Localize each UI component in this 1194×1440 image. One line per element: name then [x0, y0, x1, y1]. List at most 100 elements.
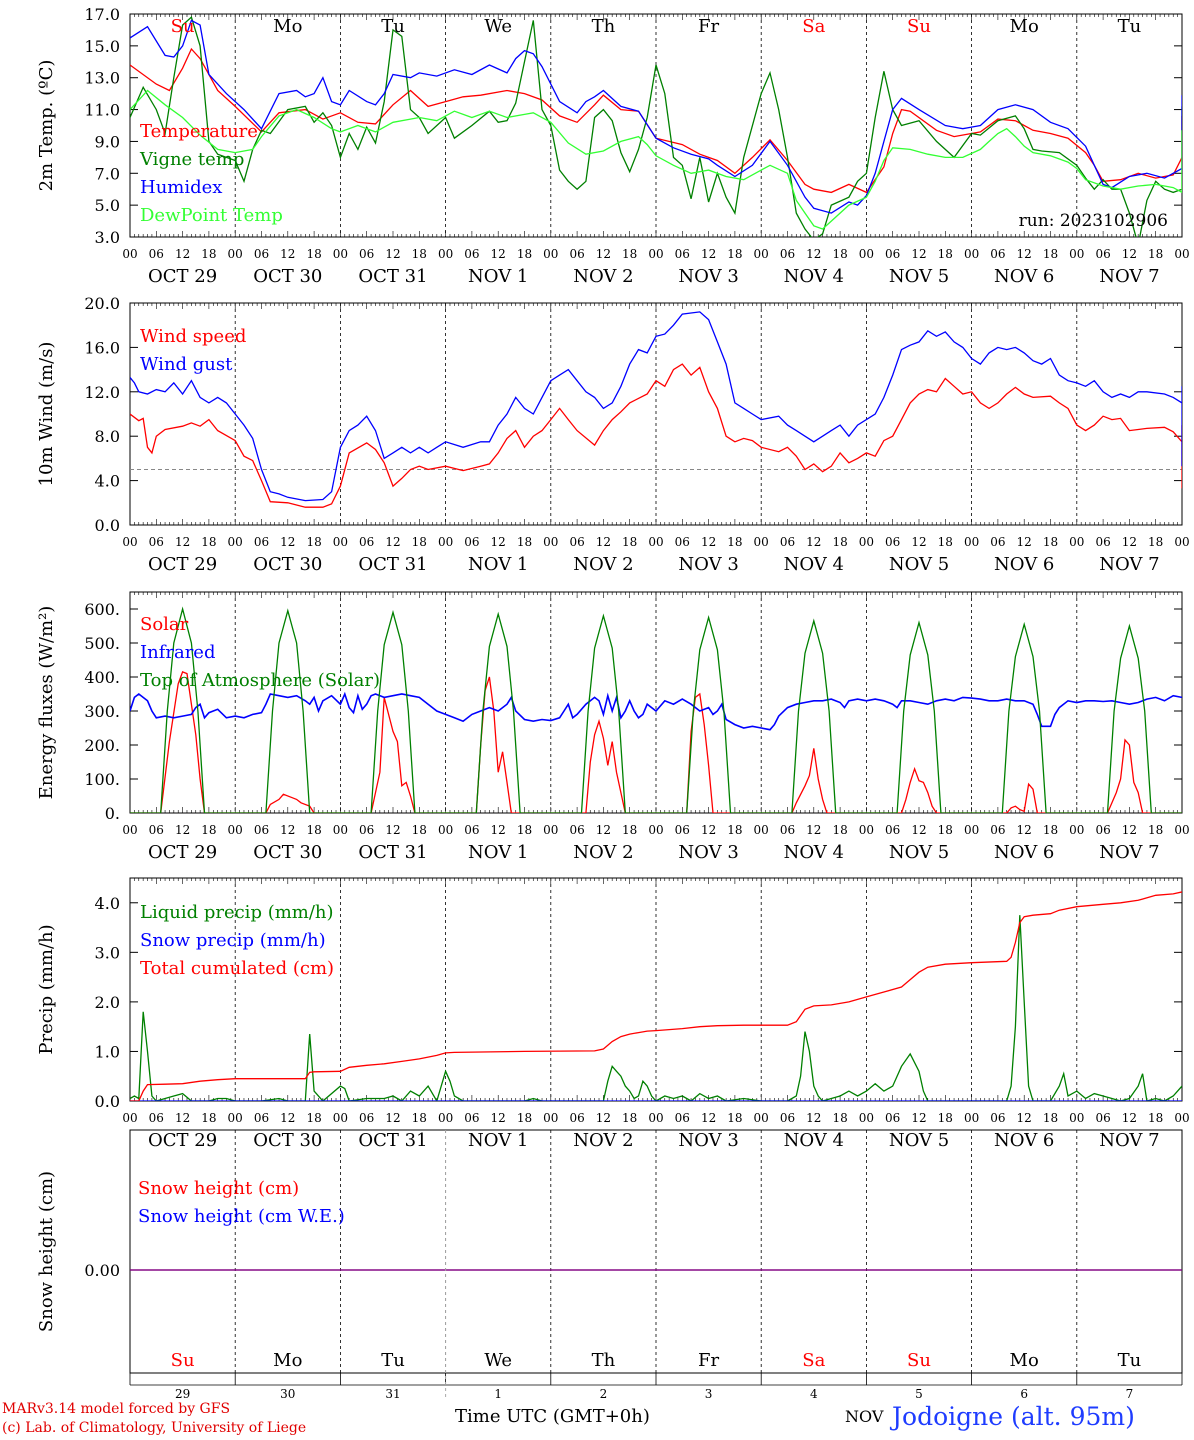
y-tick-label: 4.0: [95, 894, 120, 913]
y-tick-label: 4.0: [95, 472, 120, 491]
hour-tick-label: 12: [911, 823, 926, 837]
day-name: Sa: [802, 1350, 825, 1371]
hour-tick-label: 12: [806, 535, 821, 549]
hour-tick-label: 00: [964, 535, 979, 549]
hour-tick-label: 00: [438, 823, 453, 837]
hour-tick-label: 12: [911, 247, 926, 261]
hour-tick-label: 18: [938, 1111, 953, 1125]
date-label: OCT 30: [253, 1130, 322, 1151]
hour-tick-label: 18: [517, 535, 532, 549]
hour-tick-label: 00: [859, 247, 874, 261]
hour-tick-label: 12: [491, 535, 506, 549]
hour-tick-label: 12: [701, 1111, 716, 1125]
hour-tick-label: 12: [175, 535, 190, 549]
hour-tick-label: 12: [280, 1111, 295, 1125]
y-tick-label: 600.: [84, 600, 120, 619]
hour-tick-label: 06: [885, 247, 900, 261]
legend-entry: Liquid precip (mm/h): [140, 902, 334, 923]
hour-tick-label: 06: [254, 535, 269, 549]
hour-tick-label: 00: [1174, 247, 1189, 261]
day-number: 6: [1020, 1387, 1028, 1401]
y-axis-label: 10m Wind (m/s): [36, 342, 57, 487]
hour-tick-label: 12: [596, 535, 611, 549]
hour-tick-label: 18: [201, 535, 216, 549]
hour-tick-label: 06: [359, 247, 374, 261]
y-tick-label: 1.0: [95, 1042, 120, 1061]
day-name: Su: [907, 16, 931, 37]
hour-tick-label: 18: [517, 823, 532, 837]
hour-tick-label: 18: [938, 823, 953, 837]
footer-credits: MARv3.14 model forced by GFS (c) Lab. of…: [2, 1400, 306, 1438]
y-tick-label: 0.: [105, 804, 120, 823]
hour-tick-label: 06: [464, 247, 479, 261]
hour-tick-label: 18: [622, 823, 637, 837]
hour-tick-label: 12: [1017, 1111, 1032, 1125]
day-name: Fr: [698, 1350, 719, 1371]
hour-tick-label: 18: [1043, 1111, 1058, 1125]
hour-tick-label: 12: [1017, 535, 1032, 549]
day-number: 29: [175, 1387, 190, 1401]
month-label: NOV: [845, 1407, 884, 1426]
series-line-wind-speed: [130, 363, 1182, 508]
y-tick-label: 7.0: [95, 164, 120, 183]
hour-tick-label: 00: [648, 247, 663, 261]
day-name: Th: [592, 16, 616, 37]
hour-tick-label: 06: [149, 247, 164, 261]
hour-tick-label: 18: [201, 823, 216, 837]
legend-entry: Vigne temp: [139, 149, 244, 170]
legend-entry: DewPoint Temp: [140, 205, 283, 226]
lab-credit: (c) Lab. of Climatology, University of L…: [2, 1420, 307, 1436]
date-label: NOV 7: [1099, 266, 1159, 287]
hour-tick-label: 06: [675, 823, 690, 837]
hour-tick-label: 12: [806, 823, 821, 837]
hour-tick-label: 12: [1122, 535, 1137, 549]
date-label: NOV 4: [784, 554, 844, 575]
series-line-wind-gust: [130, 311, 1182, 502]
hour-tick-label: 18: [1148, 535, 1163, 549]
hour-tick-label: 12: [806, 247, 821, 261]
date-label: NOV 6: [994, 266, 1054, 287]
hour-tick-label: 18: [1043, 823, 1058, 837]
day-name: Tu: [381, 1350, 405, 1371]
day-number: 1: [494, 1387, 502, 1401]
hour-tick-label: 00: [1174, 823, 1189, 837]
hour-tick-label: 00: [648, 535, 663, 549]
series-line-liquid-precip-mm-h-: [130, 915, 1182, 1101]
hour-tick-label: 18: [832, 1111, 847, 1125]
hour-tick-label: 12: [1122, 247, 1137, 261]
hour-tick-label: 00: [859, 1111, 874, 1125]
hour-tick-label: 18: [832, 823, 847, 837]
hour-tick-label: 12: [491, 1111, 506, 1125]
date-label: NOV 6: [994, 1130, 1054, 1151]
date-label: OCT 31: [358, 1130, 427, 1151]
hour-tick-label: 18: [832, 535, 847, 549]
hour-tick-label: 12: [280, 535, 295, 549]
y-tick-label: 400.: [84, 668, 120, 687]
hour-tick-label: 06: [675, 535, 690, 549]
hour-tick-label: 06: [1095, 247, 1110, 261]
y-tick-label: 16.0: [84, 338, 120, 357]
day-number: 7: [1126, 1387, 1134, 1401]
y-tick-label: 15.0: [84, 37, 120, 56]
hour-tick-label: 00: [964, 247, 979, 261]
day-number: 2: [600, 1387, 608, 1401]
hour-tick-label: 12: [806, 1111, 821, 1125]
date-label: OCT 30: [253, 554, 322, 575]
y-tick-label: 20.0: [84, 294, 120, 313]
hour-tick-label: 12: [175, 1111, 190, 1125]
day-name: Sa: [802, 16, 825, 37]
hour-tick-label: 12: [1122, 1111, 1137, 1125]
date-label: NOV 7: [1099, 842, 1159, 863]
date-label: NOV 4: [784, 266, 844, 287]
hour-tick-label: 06: [464, 823, 479, 837]
legend-entry: Solar: [140, 614, 189, 635]
hour-tick-label: 18: [306, 247, 321, 261]
hour-tick-label: 06: [254, 1111, 269, 1125]
hour-tick-label: 12: [596, 823, 611, 837]
hour-tick-label: 18: [727, 535, 742, 549]
date-label: OCT 30: [253, 266, 322, 287]
y-tick-label: 12.0: [84, 383, 120, 402]
legend-entry: Top of Atmosphere (Solar): [140, 670, 380, 691]
series-line-vigne-temp: [130, 16, 1182, 237]
y-tick-label: 3.0: [95, 943, 120, 962]
